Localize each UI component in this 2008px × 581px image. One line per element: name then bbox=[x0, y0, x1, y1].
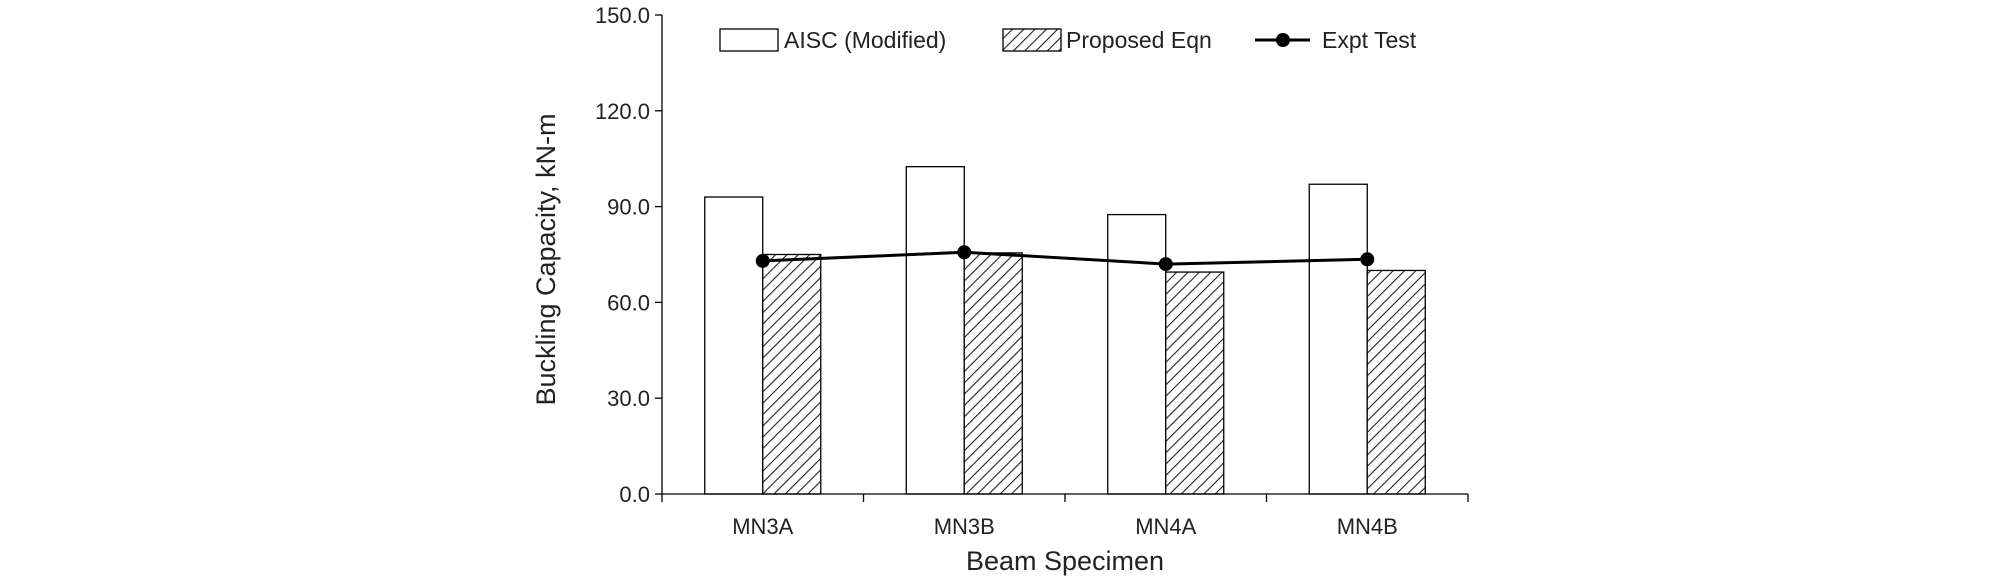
legend-swatch-proposed-eqn bbox=[1002, 28, 1062, 52]
y-axis-title: Buckling Capacity, kN-m bbox=[531, 113, 561, 405]
legend-swatch-aisc-modified bbox=[719, 28, 779, 52]
y-tick-label: 30.0 bbox=[607, 386, 650, 411]
expt-test-point-mn3a bbox=[755, 253, 770, 268]
legend-marker-expt-test bbox=[1276, 33, 1290, 47]
legend-label-aisc-modified: AISC (Modified) bbox=[784, 27, 946, 53]
x-tick-label: MN3B bbox=[934, 514, 995, 539]
y-tick-label: 60.0 bbox=[607, 290, 650, 315]
expt-test-series bbox=[755, 245, 1375, 272]
x-tick-label: MN4B bbox=[1337, 514, 1398, 539]
bar-proposed-eqn-mn3b bbox=[963, 252, 1023, 495]
bar-aisc-modified-mn3a bbox=[704, 196, 764, 495]
expt-test-point-mn4b bbox=[1360, 252, 1375, 267]
expt-test-point-mn4a bbox=[1158, 257, 1173, 272]
axes: 0.0 30.0 60.0 90.0 120.0 150.0 MN3A MN3B MN4A MN4… bbox=[595, 3, 1469, 539]
legend-label-expt-test: Expt Test bbox=[1322, 27, 1417, 53]
expt-test-point-mn3b bbox=[957, 245, 972, 260]
bar-aisc-modified-mn4b bbox=[1308, 183, 1368, 495]
y-tick-label: 120.0 bbox=[595, 99, 650, 124]
y-tick-label: 90.0 bbox=[607, 195, 650, 220]
y-tick-label: 0.0 bbox=[619, 482, 650, 507]
bar-proposed-eqn-mn3a bbox=[762, 253, 822, 495]
x-tick-label: MN4A bbox=[1135, 514, 1196, 539]
bar-proposed-eqn-mn4b bbox=[1366, 269, 1426, 495]
bar-proposed-eqn-mn4a bbox=[1165, 271, 1225, 495]
bars-layer bbox=[704, 166, 1426, 495]
bar-aisc-modified-mn4a bbox=[1107, 213, 1167, 495]
x-axis-title: Beam Specimen bbox=[966, 546, 1164, 576]
legend-label-proposed-eqn: Proposed Eqn bbox=[1066, 27, 1212, 53]
expt-test-line bbox=[762, 250, 1368, 266]
x-tick-label: MN3A bbox=[732, 514, 793, 539]
legend: AISC (Modified) Proposed Eqn Expt Test bbox=[719, 27, 1417, 53]
y-tick-label: 150.0 bbox=[595, 3, 650, 28]
bar-aisc-modified-mn3b bbox=[905, 166, 965, 495]
